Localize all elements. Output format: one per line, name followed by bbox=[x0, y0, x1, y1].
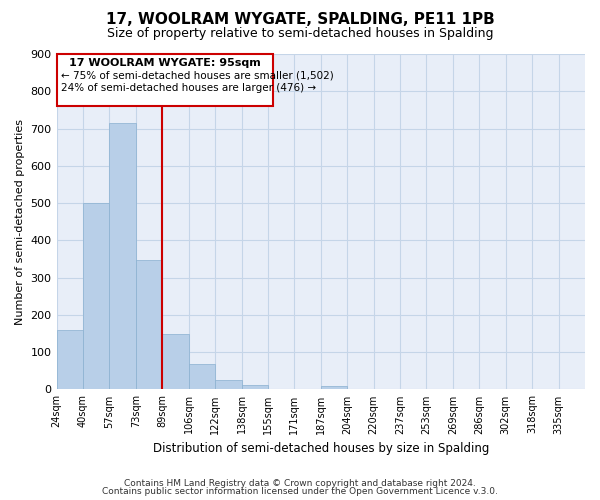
Bar bbox=[136, 260, 162, 390]
Bar bbox=[162, 334, 188, 390]
X-axis label: Distribution of semi-detached houses by size in Spalding: Distribution of semi-detached houses by … bbox=[152, 442, 489, 455]
Bar bbox=[215, 380, 242, 390]
Text: Contains public sector information licensed under the Open Government Licence v.: Contains public sector information licen… bbox=[102, 487, 498, 496]
Text: Contains HM Land Registry data © Crown copyright and database right 2024.: Contains HM Land Registry data © Crown c… bbox=[124, 478, 476, 488]
Bar bbox=[83, 203, 109, 390]
Bar bbox=[188, 364, 215, 390]
Text: Size of property relative to semi-detached houses in Spalding: Size of property relative to semi-detach… bbox=[107, 28, 493, 40]
Text: 17 WOOLRAM WYGATE: 95sqm: 17 WOOLRAM WYGATE: 95sqm bbox=[69, 58, 261, 68]
Bar bbox=[56, 330, 83, 390]
Text: ← 75% of semi-detached houses are smaller (1,502): ← 75% of semi-detached houses are smalle… bbox=[61, 71, 333, 81]
Y-axis label: Number of semi-detached properties: Number of semi-detached properties bbox=[15, 118, 25, 324]
FancyBboxPatch shape bbox=[56, 54, 273, 106]
Bar bbox=[321, 386, 347, 390]
Text: 24% of semi-detached houses are larger (476) →: 24% of semi-detached houses are larger (… bbox=[61, 83, 316, 93]
Bar bbox=[242, 385, 268, 390]
Bar bbox=[109, 123, 136, 390]
Text: 17, WOOLRAM WYGATE, SPALDING, PE11 1PB: 17, WOOLRAM WYGATE, SPALDING, PE11 1PB bbox=[106, 12, 494, 28]
